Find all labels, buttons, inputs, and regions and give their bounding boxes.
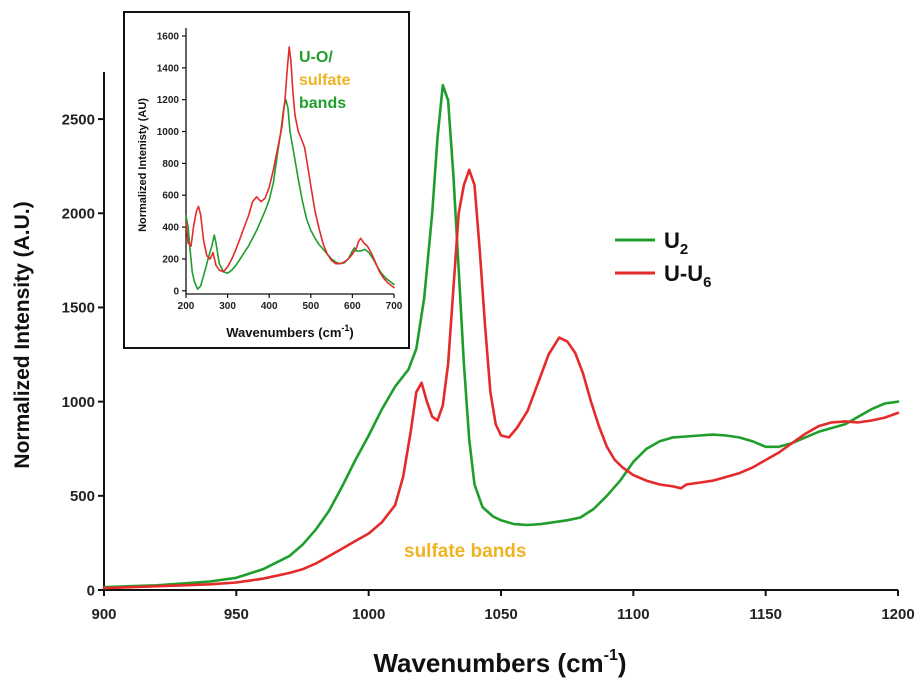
- inset-y-tick-label: 800: [162, 159, 179, 170]
- inset-y-tick-label: 1200: [157, 95, 180, 106]
- inset-x-axis-title: Wavenumbers (cm-1): [226, 323, 353, 340]
- main-y-tick-label: 1000: [62, 394, 95, 411]
- inset-y-axis-title: Normalized Intenisty (AU): [137, 98, 149, 232]
- inset-annotation-line-1: U-O/: [299, 49, 333, 66]
- main-x-tick-label: 1150: [749, 606, 782, 623]
- legend: U2 U-U6: [615, 228, 711, 291]
- main-x-tick-label: 1050: [484, 606, 517, 623]
- main-x-tick-label: 1100: [617, 606, 650, 623]
- inset-y-ticks: 0 200 400 600 800 1000 1200 1400 1600: [157, 31, 186, 297]
- main-series-lines: [102, 83, 900, 590]
- inset-plot: 200 300 400 500 600 700 0 200 400 600 800 1000 1200…: [123, 11, 410, 349]
- inset-x-tick-label: 300: [219, 301, 236, 312]
- inset-annotation-line-3: bands: [299, 95, 346, 112]
- main-x-tick-label: 900: [91, 606, 116, 623]
- inset-y-tick-label: 400: [162, 223, 179, 234]
- inset-x-tick-label: 500: [302, 301, 319, 312]
- main-series-1-line: [102, 168, 900, 590]
- inset-x-ticks: 200 300 400 500 600 700: [178, 294, 403, 312]
- inset-frame: [123, 11, 410, 349]
- main-y-ticks: 0 500 1000 1500 2000 2500: [62, 111, 104, 599]
- legend-label-uu6: U-U6: [664, 261, 711, 291]
- inset-x-tick-label: 200: [178, 301, 195, 312]
- main-y-tick-label: 0: [87, 582, 95, 599]
- inset-y-tick-label: 600: [162, 191, 179, 202]
- main-x-tick-label: 1000: [352, 606, 385, 623]
- inset-y-tick-label: 1000: [157, 127, 180, 138]
- main-x-ticks: 900 950 1000 1050 1100 1150 1200: [91, 590, 915, 623]
- inset-y-tick-label: 1600: [157, 31, 180, 42]
- legend-label-u2: U2: [664, 228, 688, 258]
- main-x-tick-label: 950: [224, 606, 249, 623]
- main-y-tick-label: 1500: [62, 300, 95, 317]
- main-y-axis-title: Normalized Intensity (A.U.): [11, 201, 34, 468]
- main-plot: 900 950 1000 1050 1100 1150 1200 0 500 1000 1500 2…: [11, 72, 915, 678]
- inset-series-lines: [185, 46, 395, 290]
- inset-x-tick-label: 400: [261, 301, 278, 312]
- sulfate-bands-annotation: sulfate bands: [404, 541, 526, 562]
- inset-y-tick-label: 200: [162, 254, 179, 265]
- inset-y-tick-label: 0: [173, 286, 179, 297]
- main-x-tick-label: 1200: [881, 606, 914, 623]
- main-y-tick-label: 2000: [62, 206, 95, 223]
- inset-annotation-line-2: sulfate: [299, 72, 351, 89]
- inset-x-tick-label: 600: [344, 301, 361, 312]
- inset-y-tick-label: 1400: [157, 63, 180, 74]
- inset-series-1-line: [185, 46, 395, 289]
- main-x-axis-title: Wavenumbers (cm-1): [373, 647, 626, 678]
- inset-annotation: U-O/ sulfate bands: [299, 49, 351, 112]
- main-y-tick-label: 500: [70, 488, 95, 505]
- main-y-tick-label: 2500: [62, 111, 95, 128]
- main-series-0-line: [102, 83, 900, 589]
- inset-x-tick-label: 700: [386, 301, 403, 312]
